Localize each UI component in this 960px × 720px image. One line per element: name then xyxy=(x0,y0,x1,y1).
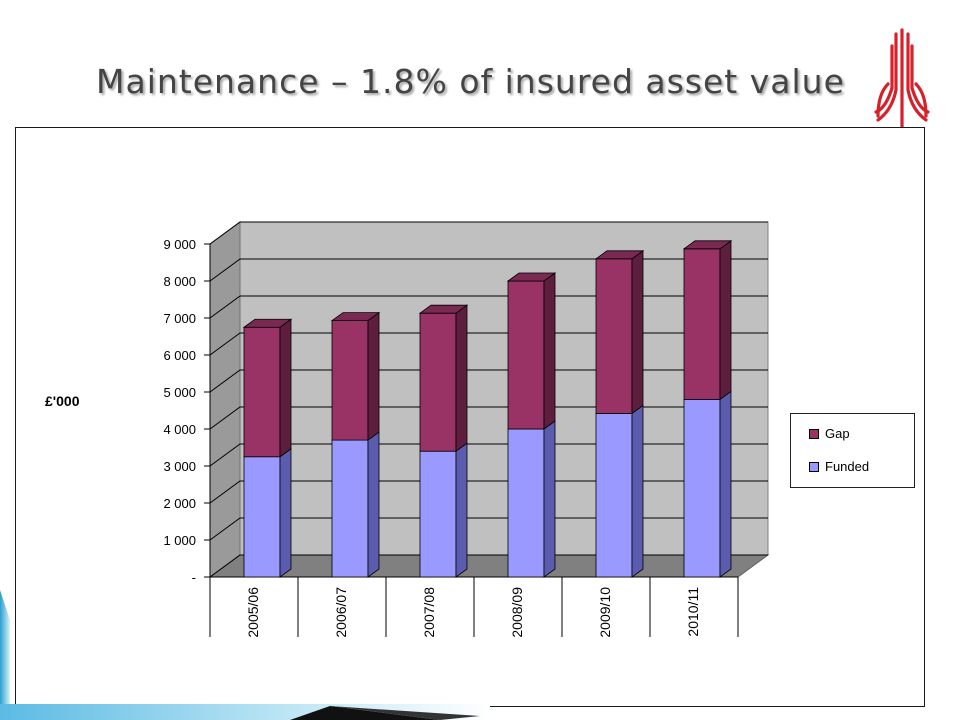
bar-gap-top xyxy=(594,250,645,260)
gridline xyxy=(209,406,768,430)
y-tick-label: 9 000 xyxy=(163,237,196,252)
gridline xyxy=(209,369,768,393)
decorative-bottom-stripe xyxy=(0,704,490,720)
bar-gap xyxy=(331,320,369,441)
bar-funded-side xyxy=(455,442,468,578)
x-tick-label: 2010/11 xyxy=(685,587,701,637)
bar-funded xyxy=(507,428,545,578)
y-tick-label: - xyxy=(192,570,196,585)
bar-funded xyxy=(595,413,633,578)
legend-item-gap: Gap xyxy=(809,426,850,441)
bar-funded-side xyxy=(367,431,380,578)
bar-gap xyxy=(243,326,281,458)
y-tick-label: 1 000 xyxy=(163,533,196,548)
y-tick-label: 7 000 xyxy=(163,311,196,326)
legend-swatch-gap xyxy=(809,428,819,439)
x-tick-label: 2008/09 xyxy=(509,587,525,638)
bar-gap-top xyxy=(506,272,557,282)
chart-legend: Gap Funded xyxy=(790,413,915,488)
x-tick-label: 2009/10 xyxy=(597,587,613,638)
gridline xyxy=(209,258,768,282)
slide-title: Maintenance – 1.8% of insured asset valu… xyxy=(96,62,845,101)
gridline xyxy=(209,517,768,541)
x-tick-label: 2007/08 xyxy=(421,587,437,638)
x-tick-label: 2006/07 xyxy=(333,587,349,638)
y-tick-label: 3 000 xyxy=(163,459,196,474)
bar-funded-side xyxy=(631,404,644,578)
gridline xyxy=(209,554,768,578)
legend-swatch-funded xyxy=(809,461,819,472)
bar-funded-side xyxy=(719,390,732,578)
gridline xyxy=(209,295,768,319)
bar-gap-side xyxy=(455,304,468,452)
gridline xyxy=(209,332,768,356)
gridline xyxy=(209,480,768,504)
x-tick-label: 2005/06 xyxy=(245,587,261,638)
bar-gap xyxy=(419,312,457,452)
bar-gap-top xyxy=(330,312,381,321)
bar-funded xyxy=(419,450,457,578)
y-axis-label: £'000 xyxy=(45,393,80,409)
bar-funded xyxy=(243,456,281,578)
gridline xyxy=(209,221,768,245)
bar-gap-side xyxy=(631,250,644,415)
y-tick-label: 6 000 xyxy=(163,348,196,363)
bar-funded-side xyxy=(543,420,556,578)
decorative-left-stripe xyxy=(0,590,10,720)
bar-gap-top xyxy=(242,318,293,328)
y-tick-label: 2 000 xyxy=(163,496,196,511)
bar-funded xyxy=(683,398,721,578)
legend-label-funded: Funded xyxy=(825,459,870,474)
bar-gap-side xyxy=(279,318,292,458)
gridline xyxy=(209,443,768,467)
chart-side-wall xyxy=(209,221,241,578)
bar-gap-side xyxy=(367,311,380,441)
trident-icon xyxy=(874,28,930,130)
bar-gap-side xyxy=(719,240,732,401)
bar-gap-side xyxy=(543,272,556,430)
bar-funded-side xyxy=(279,447,292,578)
bar-funded xyxy=(331,439,369,578)
y-tick-label: 4 000 xyxy=(163,422,196,437)
legend-item-funded: Funded xyxy=(809,459,869,474)
legend-label-gap: Gap xyxy=(825,426,850,441)
y-tick-label: 5 000 xyxy=(163,385,196,400)
bar-gap xyxy=(507,280,545,430)
bar-gap xyxy=(683,248,721,400)
y-tick-label: 8 000 xyxy=(163,274,196,289)
bar-gap-top xyxy=(682,240,733,250)
bar-gap-top xyxy=(418,304,469,314)
bar-gap xyxy=(595,258,633,414)
